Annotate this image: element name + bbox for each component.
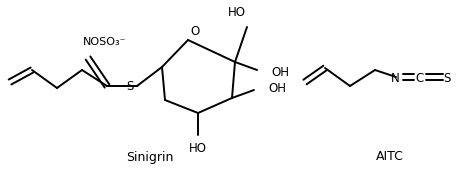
Text: S: S [126, 81, 134, 94]
Text: OH: OH [271, 65, 289, 79]
Text: OH: OH [268, 81, 286, 95]
Text: C: C [416, 72, 424, 84]
Text: S: S [443, 72, 451, 84]
Text: HO: HO [228, 6, 246, 20]
Text: AITC: AITC [376, 150, 404, 164]
Text: N: N [391, 72, 400, 84]
Text: Sinigrin: Sinigrin [126, 150, 173, 164]
Text: O: O [190, 25, 199, 38]
Text: NOSO₃⁻: NOSO₃⁻ [83, 37, 127, 47]
Text: HO: HO [189, 142, 207, 156]
